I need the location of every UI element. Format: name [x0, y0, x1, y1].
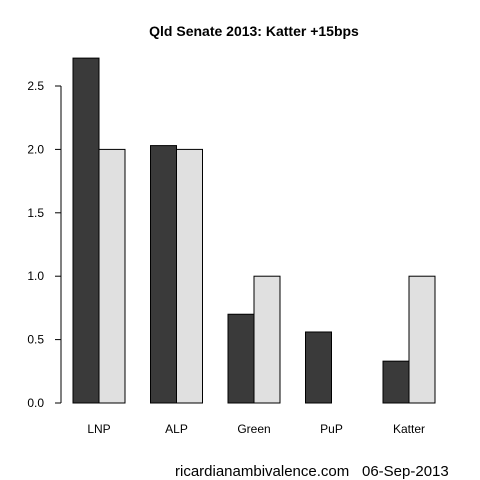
x-tick-label: LNP [87, 422, 110, 436]
x-tick-label: Green [237, 422, 270, 436]
bar-green-series-2 [253, 275, 281, 404]
bar-lnp-series-2 [98, 148, 126, 404]
bar-lnp-series-1 [72, 57, 100, 404]
y-tick-label: 2.5 [27, 79, 44, 93]
y-axis: 0.0 0.5 1.0 1.5 2.0 2.5 [27, 79, 62, 410]
bars [72, 57, 436, 404]
y-tick-label: 0.0 [27, 396, 44, 410]
x-tick-label: ALP [165, 422, 188, 436]
footer-source: ricardianambivalence.com [175, 463, 349, 480]
bar-alp-series-2 [176, 148, 203, 404]
x-axis-labels: LNP ALP Green PuP Katter [87, 422, 425, 436]
bar-pup-series-1 [305, 331, 332, 404]
footer-date: 06-Sep-2013 [362, 463, 449, 480]
bar-green-series-1 [227, 313, 255, 404]
bar-katter-series-2 [408, 275, 436, 404]
x-tick-label: Katter [393, 422, 425, 436]
chart-title: Qld Senate 2013: Katter +15bps [149, 23, 359, 39]
y-tick-label: 1.0 [27, 269, 44, 283]
bar-katter-series-1 [382, 360, 410, 404]
y-tick-label: 2.0 [27, 142, 44, 156]
y-tick-label: 1.5 [27, 206, 44, 220]
y-tick-label: 0.5 [27, 333, 44, 347]
bar-alp-series-1 [150, 145, 177, 404]
x-tick-label: PuP [320, 422, 343, 436]
